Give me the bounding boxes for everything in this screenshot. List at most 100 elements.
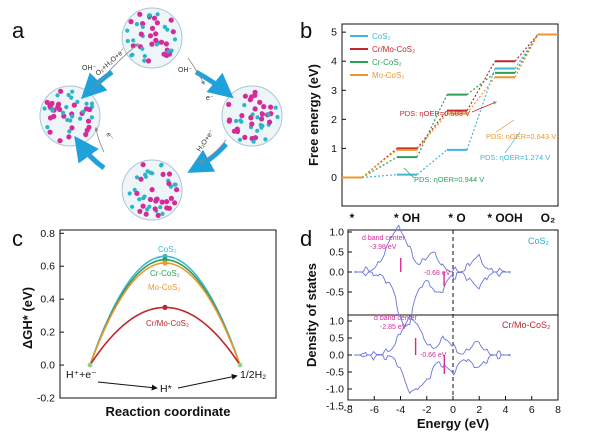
x-categories-b: * * OH * O * OOH O₂ [350, 211, 556, 225]
transition-line [466, 72, 496, 96]
sulfur-atom [125, 28, 130, 33]
sulfur-atom [64, 105, 69, 110]
endpoint-left [87, 362, 93, 368]
metal-atom [137, 208, 143, 214]
x-category-b: * OH [394, 211, 420, 225]
sulfur-atom [159, 162, 164, 167]
metal-atom [267, 119, 273, 125]
metal-atom [158, 39, 165, 45]
metal-atom [58, 88, 64, 94]
sulfur-atom [84, 101, 89, 106]
series-c-2 [89, 262, 241, 366]
y-tick-label-bottom: 1.0 [329, 316, 344, 328]
sulfur-atom [66, 92, 71, 98]
sulfur-atom [70, 114, 75, 119]
state-arrow-2 [177, 373, 238, 389]
metal-atom [145, 58, 152, 64]
y-tick-label-c: -0.2 [37, 393, 55, 405]
panel-letter-c: c [12, 226, 23, 251]
transition-line [361, 149, 398, 178]
sulfur-atom [127, 191, 132, 196]
catalyst-sphere-2 [39, 85, 101, 147]
catalyst-sphere-4 [121, 159, 183, 221]
y-tick-label-c: 0.6 [40, 261, 55, 273]
x-tick-label-d: 0 [450, 404, 456, 416]
label-e-1: e⁻ [206, 95, 214, 102]
sulfur-atom [134, 175, 140, 180]
metal-atom [61, 113, 67, 119]
pds-annotation-cos2: PDS: ηOER=1.274 V [480, 153, 550, 162]
sulfur-atom [129, 53, 134, 58]
endpoint-right [237, 362, 243, 368]
sulfur-atom [132, 187, 137, 192]
sulfur-atom [263, 137, 268, 142]
sulfur-atom [160, 211, 165, 216]
metal-atom [143, 211, 149, 217]
sulfur-atom [89, 115, 94, 120]
sulfur-atom [266, 112, 271, 117]
x-tick-label-d: -6 [370, 404, 379, 416]
sulfur-atom [125, 38, 130, 44]
transition-line [361, 174, 398, 179]
metal-atom [164, 199, 170, 205]
series-c [87, 253, 243, 368]
legend-label-b: Cr/Mo-CoS₂ [372, 45, 415, 54]
state-initial: H⁺+e⁻ [66, 369, 97, 381]
y-tick-label-b: 1 [331, 143, 337, 155]
sulfur-atom [140, 24, 145, 29]
y-axis-title-d: Density of states [304, 263, 319, 367]
sulfur-atom [75, 99, 80, 104]
sulfur-atom [165, 27, 170, 32]
catalyst-sphere-1 [121, 7, 183, 69]
metal-atom [226, 117, 233, 123]
metal-atom [152, 206, 158, 212]
metal-atom [249, 121, 255, 127]
transition-line [466, 60, 496, 111]
metal-atom [56, 101, 62, 107]
metal-atom [86, 124, 92, 130]
metal-atom [268, 104, 274, 110]
x-category-b: * O [448, 211, 465, 225]
y-axis-title-b: Free energy (eV) [306, 64, 321, 166]
axes-frame-b [341, 23, 559, 207]
metal-atom [153, 198, 159, 204]
metal-atom [44, 99, 50, 105]
thin-arrow-2 [187, 57, 205, 86]
legend-label-b: Cr-CoS₂ [372, 58, 402, 67]
y-tick-label-c: 0.8 [40, 228, 55, 240]
metal-atom [174, 187, 180, 193]
sulfur-atom [275, 114, 280, 120]
metal-atom [128, 19, 134, 25]
metal-atom [154, 20, 160, 26]
series-label-c: Cr/Mo-CoS₂ [146, 319, 189, 328]
catalyst-sphere-3 [221, 85, 283, 147]
metal-atom [137, 11, 143, 17]
sulfur-atom [142, 54, 147, 59]
label-h2o-e: H₂O+e⁻ [196, 128, 216, 153]
x-category-b: * [350, 211, 355, 225]
x-tick-label-d: -8 [343, 404, 352, 416]
sulfur-atom [234, 118, 239, 124]
sulfur-atom [130, 204, 135, 209]
pds-annotation-crmo: PDS: ηOER=0.503 V [400, 109, 470, 118]
sulfur-atom [147, 204, 152, 209]
x-tick-label-d: 6 [529, 404, 535, 416]
y-tick-label-bottom: 0.5 [329, 333, 344, 345]
x-tick-label-d: 8 [555, 404, 561, 416]
sulfur-atom [55, 93, 60, 98]
y-tick-label-c: 0.0 [40, 360, 55, 372]
sulfur-atom [251, 139, 256, 144]
sulfur-atom [162, 24, 167, 29]
state-final: 1/2H₂ [240, 369, 266, 381]
axes-frame-c [59, 229, 277, 399]
transition-line [514, 34, 539, 62]
catalyst-spheres [39, 7, 283, 221]
subplot-label-cos2: CoS₂ [528, 236, 550, 246]
state-arrow-1 [97, 381, 158, 391]
y-ticks-d: 1.0 0.5 0.0 -0.5 1.0 0.5 0.0 -0.5 -1.0 -1.5 [326, 227, 352, 413]
band-center-up-bottom: -2.85 eV [380, 324, 407, 331]
sulfur-atom [173, 182, 178, 187]
dos-crmo-spin-up [354, 314, 511, 356]
sulfur-atom [141, 196, 146, 201]
metal-atom [252, 106, 258, 112]
